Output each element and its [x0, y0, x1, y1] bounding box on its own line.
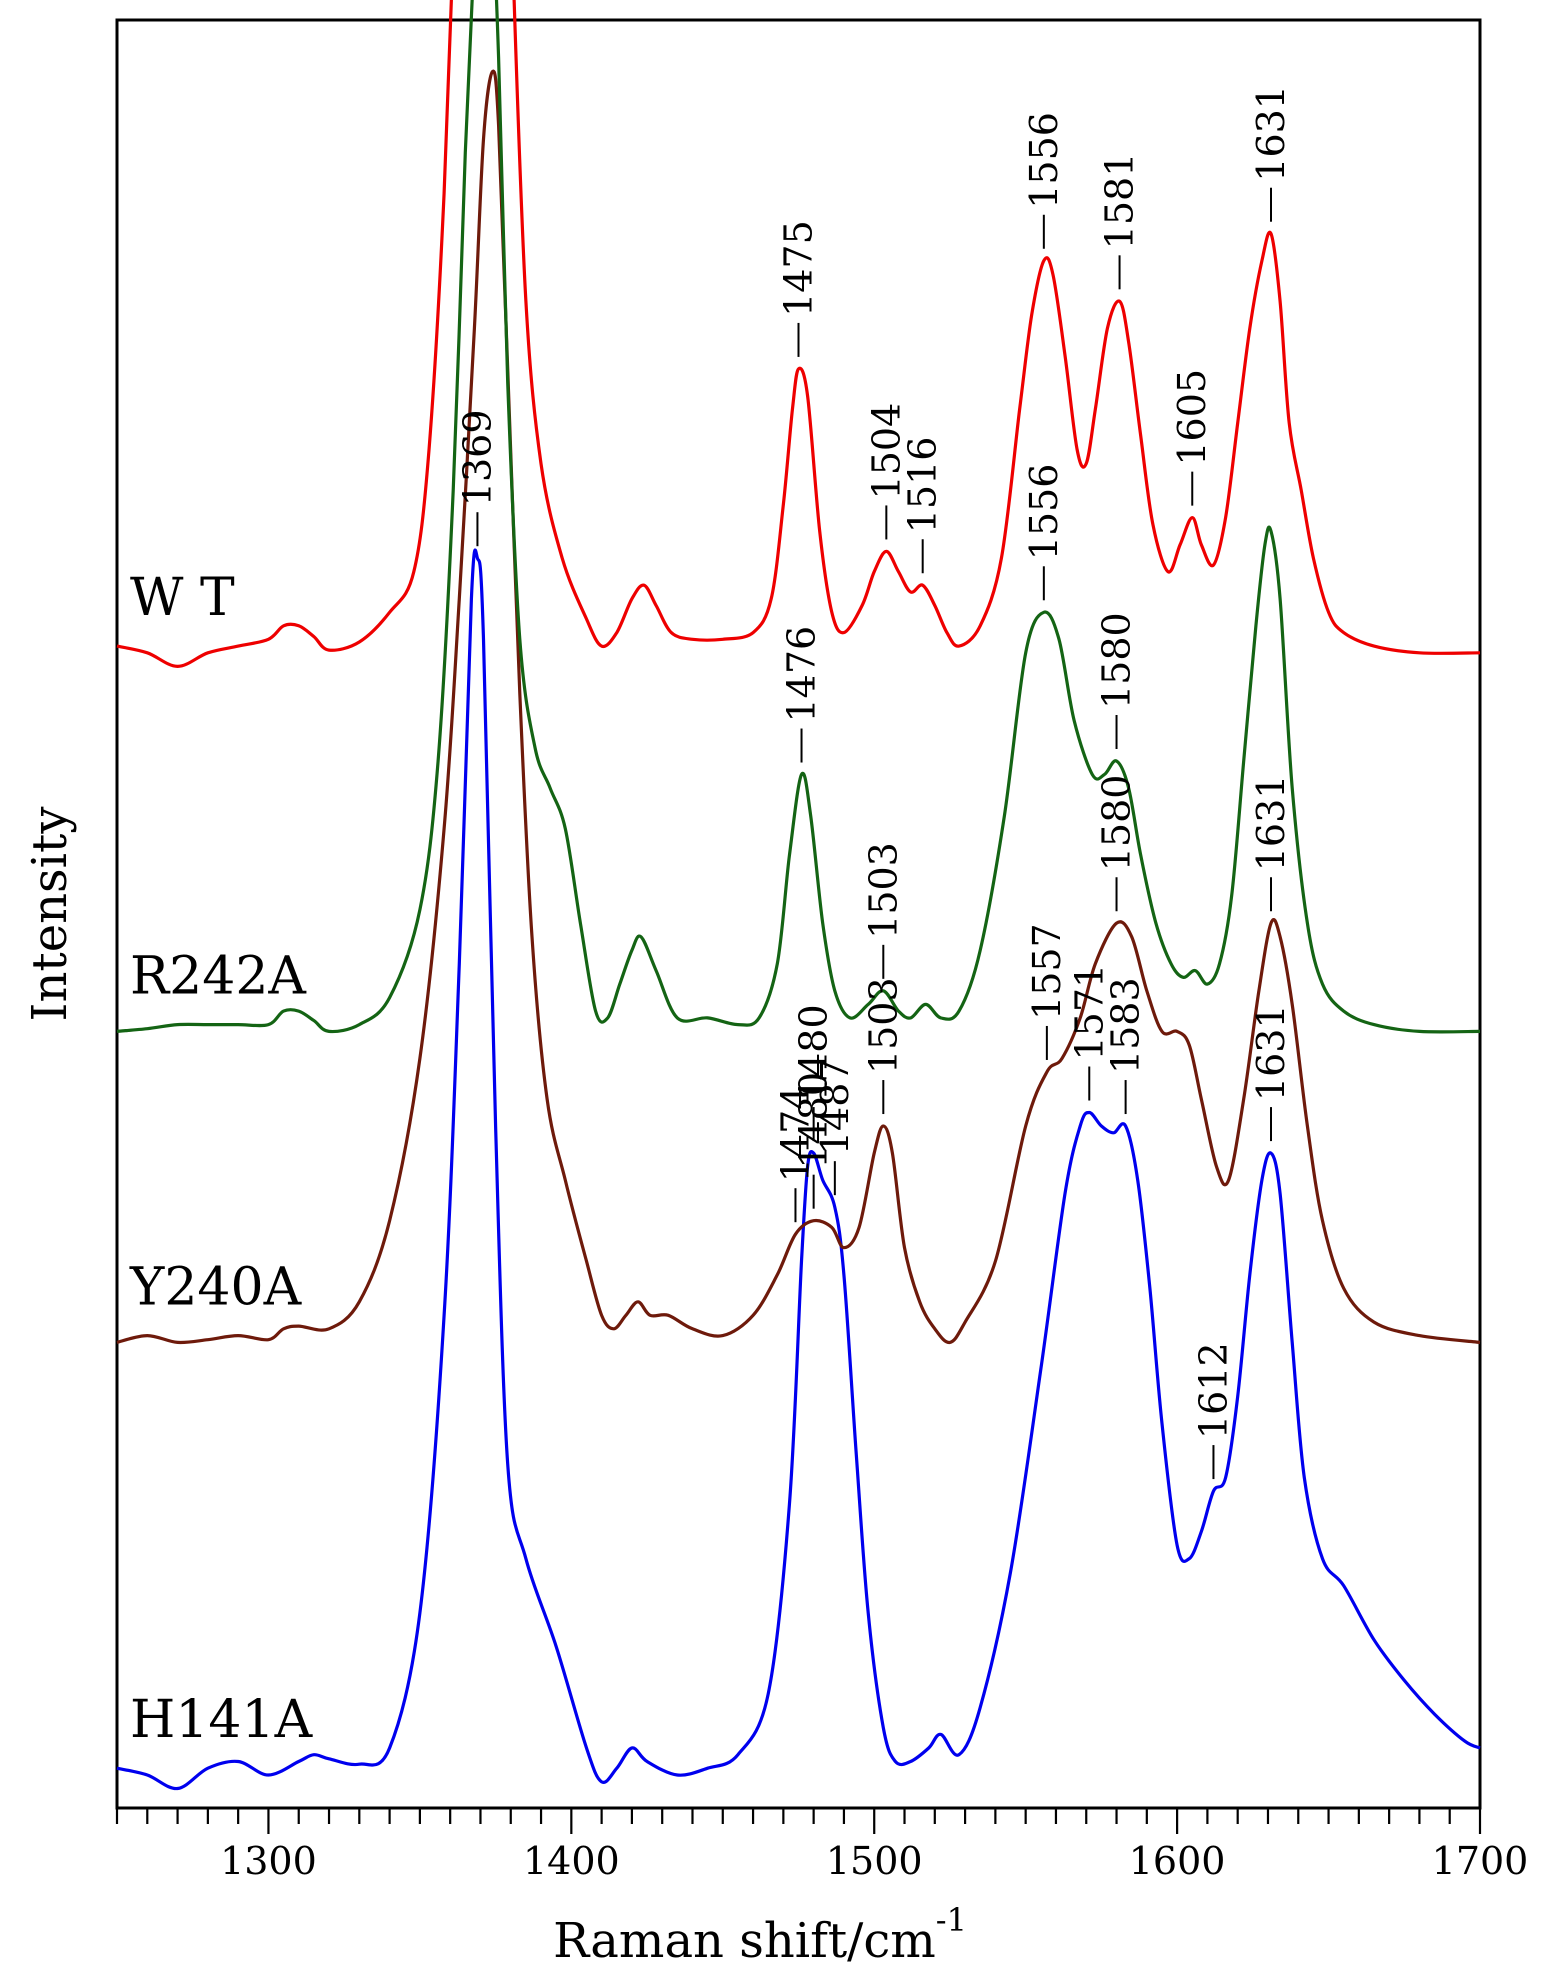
- peak-label: 1516: [901, 437, 945, 534]
- series-labels: H141A Y240A R242A W T: [129, 568, 314, 1750]
- x-tick-label: 1500: [826, 1839, 923, 1883]
- peak-label: 1631: [1249, 1004, 1293, 1101]
- peak-label: 1503: [861, 842, 905, 939]
- x-tick-label: 1700: [1432, 1839, 1529, 1883]
- series-label-h141a: H141A: [130, 1690, 314, 1750]
- x-tick-label: 1600: [1129, 1839, 1226, 1883]
- peak-label: 1474: [773, 1085, 817, 1182]
- series-label-wt: W T: [130, 568, 235, 628]
- plot-frame: [115, 18, 1482, 1810]
- series-label-y240a: Y240A: [129, 1257, 303, 1317]
- peak-label: 1580: [1095, 775, 1139, 872]
- peak-label: 1476: [780, 626, 824, 723]
- peak-label: 1580: [1095, 612, 1139, 709]
- y-axis-title: Intensity: [22, 807, 78, 1022]
- peak-label: 1369: [455, 409, 499, 506]
- series-layer: [116, 0, 1481, 1791]
- x-tick-label: 1300: [220, 1839, 317, 1883]
- peak-label: 1504: [864, 403, 908, 500]
- series-label-r242a: R242A: [130, 946, 307, 1006]
- peak-label: 1480: [792, 1072, 836, 1169]
- peak-label: 1557: [1025, 923, 1069, 1020]
- x-axis-title-text: Raman shift/cm: [553, 1913, 936, 1969]
- series-line-h141a: [116, 548, 1481, 1791]
- peak-label: 1583: [1104, 977, 1148, 1074]
- peak-label: 1612: [1191, 1342, 1235, 1439]
- peak-label: 1480: [792, 1004, 836, 1101]
- peak-label: 1475: [777, 220, 821, 317]
- x-axis-ticks: [115, 1808, 1482, 1834]
- series-line-r242a: [116, 0, 1481, 1034]
- peak-label: 1581: [1098, 153, 1142, 250]
- x-axis-title-superscript: -1: [936, 1901, 967, 1939]
- x-tick-label: 1400: [523, 1839, 620, 1883]
- peak-label: 1556: [1022, 464, 1066, 561]
- peak-label: 1605: [1170, 369, 1214, 466]
- peak-label: 1503: [861, 977, 905, 1074]
- peak-label: 1631: [1249, 85, 1293, 182]
- x-axis-title: Raman shift/cm-1: [553, 1901, 967, 1969]
- peak-label: 1631: [1249, 775, 1293, 872]
- peak-label: 1556: [1022, 112, 1066, 209]
- peak-label: 1571: [1067, 964, 1111, 1061]
- peak-label: 1487: [813, 1058, 857, 1155]
- x-axis-tick-labels: 1300 1400 1500 1600 1700: [220, 1839, 1528, 1883]
- series-line-wt: [116, 0, 1481, 668]
- series-line-y240a: [116, 69, 1481, 1345]
